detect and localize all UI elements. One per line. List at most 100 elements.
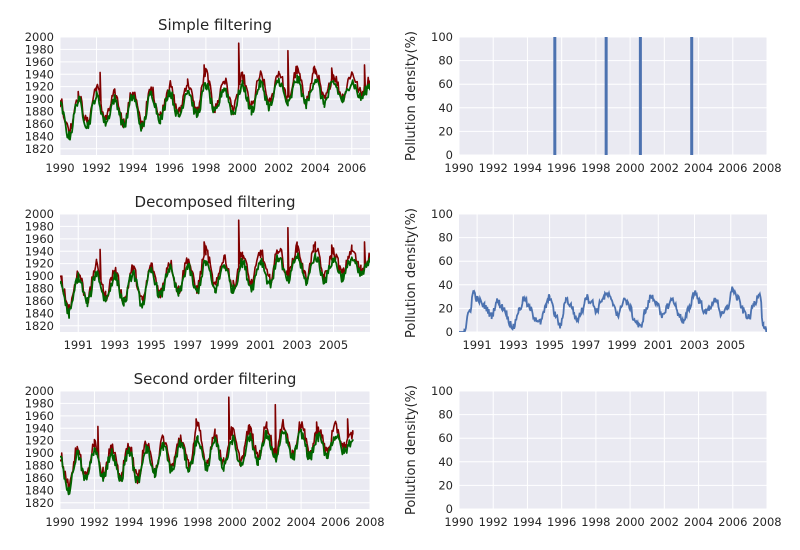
y-tick-label: 60 <box>438 254 453 268</box>
y-tick-label: 1940 <box>25 67 54 81</box>
y-tick-label: 0 <box>446 502 453 516</box>
x-tick-label: 2004 <box>684 515 713 529</box>
x-tick-label: 1997 <box>173 338 202 352</box>
y-tick-label: 1900 <box>25 446 54 460</box>
panel-1: 1990 1992 1994 1996 1998 2000 2002 2004 2006 1820… <box>25 16 370 175</box>
x-tick-label: 1998 <box>581 161 610 175</box>
y-tick-label: 0 <box>446 148 453 162</box>
y-tick-label: 1960 <box>25 55 54 69</box>
y-tick-label: 1880 <box>25 282 54 296</box>
y-tick-label: 1960 <box>25 232 54 246</box>
y-tick-label: 1860 <box>25 117 54 131</box>
x-tick-label: 2004 <box>301 161 330 175</box>
y-tick-label: 0 <box>446 325 453 339</box>
x-tick-label: 1999 <box>209 338 238 352</box>
series-group <box>60 396 354 496</box>
x-tick-label: 1992 <box>479 161 508 175</box>
x-tick-label: 2008 <box>752 161 781 175</box>
y-tick-label: 1940 <box>25 244 54 258</box>
x-tick-label: 1996 <box>547 161 576 175</box>
x-tick-label: 2005 <box>319 338 348 352</box>
x-tick-label: 2004 <box>684 161 713 175</box>
x-tick-label: 1992 <box>479 515 508 529</box>
y-tick-label: 100 <box>431 384 453 398</box>
series-group <box>459 286 767 332</box>
x-tick-label: 1992 <box>82 161 111 175</box>
y-tick-label: 20 <box>438 478 453 492</box>
x-tick-label: 2000 <box>615 515 644 529</box>
y-tick-label: 1980 <box>25 42 54 56</box>
x-tick-label: 2008 <box>355 515 384 529</box>
x-tick-label: 2006 <box>718 515 747 529</box>
y-tick-label: 20 <box>438 124 453 138</box>
y-tick-label: 40 <box>438 101 453 115</box>
x-tick-label: 1994 <box>513 515 542 529</box>
y-tick-label: 1860 <box>25 294 54 308</box>
y-tick-label: 1900 <box>25 92 54 106</box>
x-tick-label: 2000 <box>218 515 247 529</box>
x-tick-label: 2002 <box>252 515 281 529</box>
x-tick-label: 1990 <box>45 515 74 529</box>
plot-area <box>459 214 767 332</box>
y-tick-label: 80 <box>438 54 453 68</box>
x-tick-label: 2005 <box>716 338 745 352</box>
series-group <box>553 37 694 155</box>
y-axis-label: Pollution density(%) <box>404 31 419 161</box>
y-tick-label: 1880 <box>25 105 54 119</box>
x-tick-label: 2006 <box>337 161 366 175</box>
x-tick-label: 2002 <box>650 515 679 529</box>
y-tick-label: 20 <box>438 301 453 315</box>
x-tick-label: 1999 <box>607 338 636 352</box>
x-tick-label: 1994 <box>114 515 143 529</box>
raw-series-line <box>60 219 370 313</box>
filtered-series-line <box>60 252 370 319</box>
x-tick-label: 1998 <box>183 515 212 529</box>
y-tick-label: 1820 <box>25 142 54 156</box>
y-tick-label: 1920 <box>25 434 54 448</box>
y-tick-label: 2000 <box>25 384 54 398</box>
x-tick-label: 2006 <box>718 161 747 175</box>
x-tick-label: 1998 <box>581 515 610 529</box>
chart-title: Second order filtering <box>134 370 297 388</box>
x-tick-label: 2002 <box>650 161 679 175</box>
y-tick-label: 1880 <box>25 459 54 473</box>
filtered-series-line <box>60 74 370 141</box>
x-tick-label: 2004 <box>286 515 315 529</box>
x-tick-label: 1993 <box>100 338 129 352</box>
x-tick-label: 2002 <box>264 161 293 175</box>
x-tick-label: 2003 <box>680 338 709 352</box>
y-axis-label: Pollution density(%) <box>404 208 419 338</box>
x-tick-label: 2001 <box>246 338 275 352</box>
x-tick-label: 1990 <box>444 161 473 175</box>
y-tick-label: 1900 <box>25 269 54 283</box>
y-tick-label: 100 <box>431 30 453 44</box>
x-tick-label: 2006 <box>321 515 350 529</box>
x-tick-label: 1996 <box>547 515 576 529</box>
filtered-series-line <box>60 428 354 496</box>
y-tick-label: 60 <box>438 431 453 445</box>
x-tick-label: 1993 <box>499 338 528 352</box>
y-tick-label: 1820 <box>25 496 54 510</box>
x-tick-label: 2000 <box>615 161 644 175</box>
plot-area <box>459 37 767 155</box>
y-tick-label: 1980 <box>25 396 54 410</box>
chart-title: Decomposed filtering <box>135 193 296 211</box>
y-tick-label: 80 <box>438 408 453 422</box>
x-tick-label: 1992 <box>80 515 109 529</box>
y-tick-label: 1980 <box>25 219 54 233</box>
x-tick-label: 1995 <box>535 338 564 352</box>
series-group <box>60 42 370 141</box>
x-tick-label: 2001 <box>644 338 673 352</box>
x-tick-label: 1990 <box>45 161 74 175</box>
x-tick-label: 1998 <box>191 161 220 175</box>
x-tick-label: 1991 <box>462 338 491 352</box>
y-tick-label: 80 <box>438 231 453 245</box>
x-tick-label: 1994 <box>513 161 542 175</box>
y-tick-label: 60 <box>438 77 453 91</box>
density-series-line <box>459 286 767 332</box>
series-group <box>60 219 370 319</box>
x-tick-label: 1991 <box>64 338 93 352</box>
y-tick-label: 1920 <box>25 257 54 271</box>
y-tick-label: 40 <box>438 278 453 292</box>
